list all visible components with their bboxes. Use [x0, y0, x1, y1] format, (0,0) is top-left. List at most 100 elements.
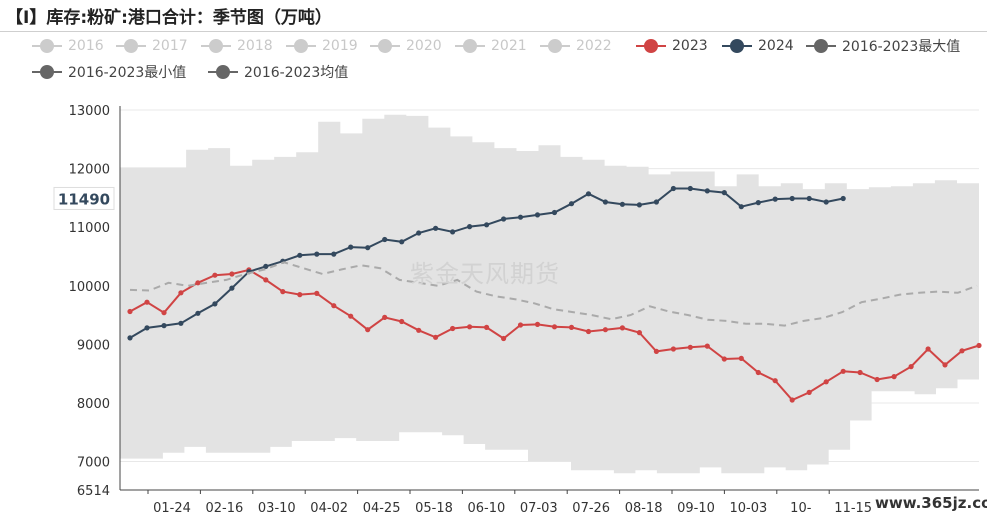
data-point-2023: [144, 299, 150, 305]
data-point-2023: [195, 280, 201, 286]
data-point-2023: [517, 322, 524, 328]
data-point-2024: [738, 204, 744, 210]
x-tick-label: 11-15: [834, 501, 872, 516]
legend-marker-icon: [540, 39, 570, 53]
data-point-2023: [772, 378, 778, 384]
data-point-2023: [348, 313, 354, 319]
legend-item-2018[interactable]: 2018: [201, 36, 273, 56]
x-tick-label: 01-24: [153, 501, 191, 516]
data-point-2024: [755, 200, 761, 206]
data-point-2024: [484, 222, 490, 228]
data-point-2023: [823, 379, 829, 385]
data-point-2023: [450, 325, 456, 332]
data-point-2024: [467, 224, 473, 230]
y-tick-label: 12000: [69, 163, 110, 178]
data-point-2023: [755, 369, 761, 376]
legend-label: 2016-2023最小值: [68, 65, 187, 81]
series-line-2016-2023均值: [129, 261, 978, 327]
legend-label: 2019: [322, 38, 358, 54]
data-point-2024: [263, 263, 269, 269]
data-point-2023: [891, 374, 897, 380]
data-point-2024: [517, 214, 524, 220]
data-point-2023: [314, 290, 320, 296]
data-point-2023: [280, 289, 286, 295]
data-point-2023: [602, 327, 609, 333]
legend-item-2024[interactable]: 2024: [722, 36, 794, 56]
legend-marker-icon: [370, 39, 400, 53]
data-point-2024: [534, 212, 541, 218]
data-point-2023: [925, 346, 931, 352]
data-point-2023: [942, 362, 948, 368]
data-point-2023: [670, 346, 677, 352]
data-point-2024: [212, 301, 218, 307]
data-point-2023: [382, 314, 388, 320]
data-point-2024: [178, 320, 184, 326]
legend-item-2021[interactable]: 2021: [455, 36, 527, 56]
data-point-2024: [331, 251, 337, 257]
legend-item-2023[interactable]: 2023: [636, 36, 708, 56]
data-point-2023: [874, 376, 880, 383]
data-point-2024: [789, 195, 795, 202]
legend-label: 2024: [758, 38, 794, 54]
data-point-2023: [738, 355, 744, 361]
data-point-2024: [551, 209, 558, 216]
data-point-2024: [127, 335, 133, 341]
legend-item-2022[interactable]: 2022: [540, 36, 612, 56]
legend-item-2017[interactable]: 2017: [116, 36, 188, 56]
legend-label: 2018: [237, 38, 273, 54]
y-tick-label: 10000: [69, 280, 110, 295]
y-tick-label: 6514: [77, 484, 110, 499]
y-tick-label: 11000: [69, 221, 110, 236]
data-point-2023: [416, 327, 422, 333]
x-tick-label: 04-25: [363, 501, 401, 516]
x-tick-label: 07-03: [520, 501, 558, 516]
legend-item-2020[interactable]: 2020: [370, 36, 442, 56]
data-point-2024: [314, 251, 320, 257]
legend-item-2016-2023最小值[interactable]: 2016-2023最小值: [32, 62, 186, 82]
data-point-2023: [365, 327, 371, 333]
data-point-2024: [653, 199, 660, 205]
data-point-2023: [653, 348, 660, 354]
data-point-2023: [433, 334, 439, 340]
legend-marker-icon: [208, 65, 238, 79]
data-point-2024: [144, 325, 150, 331]
data-point-2023: [467, 324, 473, 330]
legend-label: 2023: [672, 38, 708, 54]
data-point-2023: [857, 369, 863, 376]
legend-item-2016-2023最大值[interactable]: 2016-2023最大值: [806, 36, 960, 56]
x-tick-label: 03-10: [258, 501, 296, 516]
data-point-2024: [161, 323, 167, 329]
data-point-2024: [687, 185, 693, 192]
data-point-2023: [636, 330, 643, 336]
data-point-2023: [789, 397, 795, 403]
legend: 2016 2017 2018 2019 2020 2021 2022 2023 2024 2016…: [0, 34, 987, 90]
data-point-2023: [976, 342, 982, 349]
x-tick-label: 10-: [790, 501, 812, 516]
data-point-2024: [399, 239, 405, 245]
data-point-2023: [721, 356, 727, 362]
legend-label: 2020: [406, 38, 442, 54]
y-tick-label: 9000: [77, 338, 110, 353]
data-point-2024: [840, 195, 846, 202]
data-point-2023: [484, 324, 490, 330]
legend-item-2019[interactable]: 2019: [286, 36, 358, 56]
x-tick-label: 02-16: [206, 501, 244, 516]
data-point-2023: [568, 324, 575, 330]
x-tick-label: 05-18: [415, 501, 453, 516]
legend-item-2016[interactable]: 2016: [32, 36, 104, 56]
max-min-band: [120, 114, 979, 474]
legend-item-2016-2023均值[interactable]: 2016-2023均值: [208, 62, 348, 82]
legend-label: 2016-2023最大值: [842, 39, 961, 55]
legend-marker-icon: [806, 39, 836, 53]
data-point-2024: [636, 202, 643, 208]
data-point-2024: [348, 244, 354, 250]
last-value-box: [53, 186, 115, 210]
legend-marker-icon: [201, 39, 231, 53]
data-point-2023: [297, 292, 303, 298]
data-point-2024: [297, 252, 303, 258]
data-point-2023: [229, 271, 235, 277]
legend-marker-icon: [722, 39, 752, 53]
data-point-2024: [806, 195, 812, 202]
data-point-2023: [331, 303, 337, 309]
legend-marker-icon: [636, 39, 666, 53]
